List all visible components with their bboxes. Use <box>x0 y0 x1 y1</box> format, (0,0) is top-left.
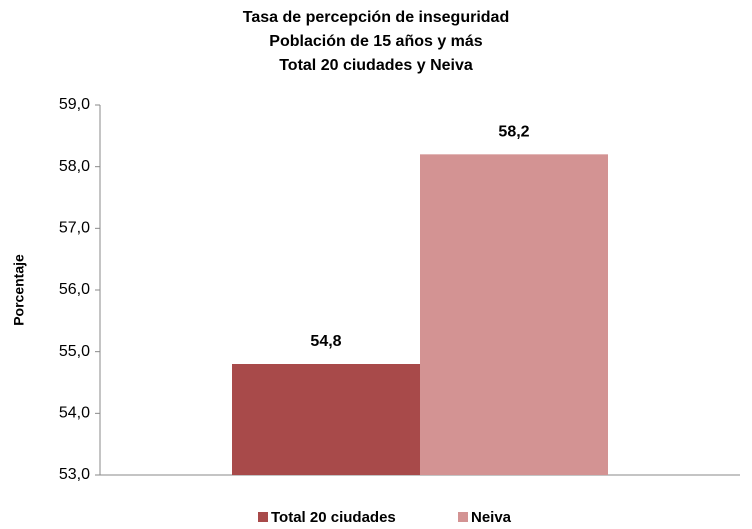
legend-label: Total 20 ciudades <box>271 509 396 526</box>
y-tick-label: 57,0 <box>59 220 90 237</box>
chart-title: Total 20 ciudades y Neiva <box>279 57 473 74</box>
chart-title: Tasa de percepción de inseguridad <box>243 9 509 26</box>
y-tick-label: 59,0 <box>59 96 90 113</box>
legend-swatch <box>258 512 268 522</box>
y-tick-label: 56,0 <box>59 281 90 298</box>
chart-title: Población de 15 años y más <box>269 33 483 50</box>
y-tick-label: 58,0 <box>59 158 90 175</box>
y-axis-label: Porcentaje <box>11 254 27 326</box>
value-label: 54,8 <box>310 333 341 350</box>
y-tick-label: 55,0 <box>59 343 90 360</box>
y-tick-label: 53,0 <box>59 466 90 483</box>
legend-label: Neiva <box>471 509 512 526</box>
legend-swatch <box>458 512 468 522</box>
bar <box>232 364 420 475</box>
bar <box>420 154 608 476</box>
value-label: 58,2 <box>498 124 529 141</box>
y-tick-label: 54,0 <box>59 405 90 422</box>
